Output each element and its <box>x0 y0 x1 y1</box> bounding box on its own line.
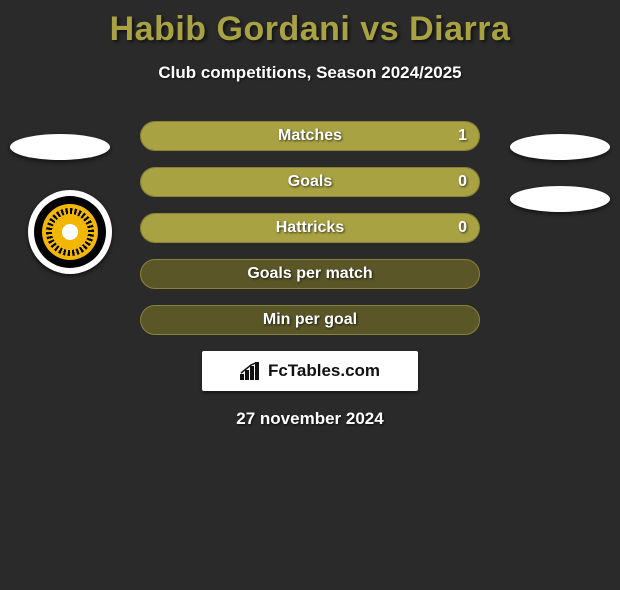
stat-label: Min per goal <box>263 311 357 329</box>
stat-value-right: 0 <box>458 173 467 191</box>
brand-text: FcTables.com <box>268 361 380 381</box>
stat-label: Matches <box>278 127 342 145</box>
stats-container: Matches 1 Goals 0 Hattricks 0 Goals per … <box>0 121 620 429</box>
stat-row-hattricks: Hattricks 0 <box>140 213 480 243</box>
stat-row-gpm: Goals per match <box>140 259 480 289</box>
bar-chart-icon <box>240 362 262 380</box>
date-label: 27 november 2024 <box>0 409 620 429</box>
stat-label: Goals per match <box>247 265 372 283</box>
stat-label: Goals <box>288 173 332 191</box>
stat-row-goals: Goals 0 <box>140 167 480 197</box>
stat-label: Hattricks <box>276 219 344 237</box>
subtitle: Club competitions, Season 2024/2025 <box>0 63 620 83</box>
stat-row-mpg: Min per goal <box>140 305 480 335</box>
stat-value-right: 0 <box>458 219 467 237</box>
brand-box: FcTables.com <box>202 351 418 391</box>
stat-row-matches: Matches 1 <box>140 121 480 151</box>
stat-value-right: 1 <box>458 127 467 145</box>
page-title: Habib Gordani vs Diarra <box>0 10 620 49</box>
